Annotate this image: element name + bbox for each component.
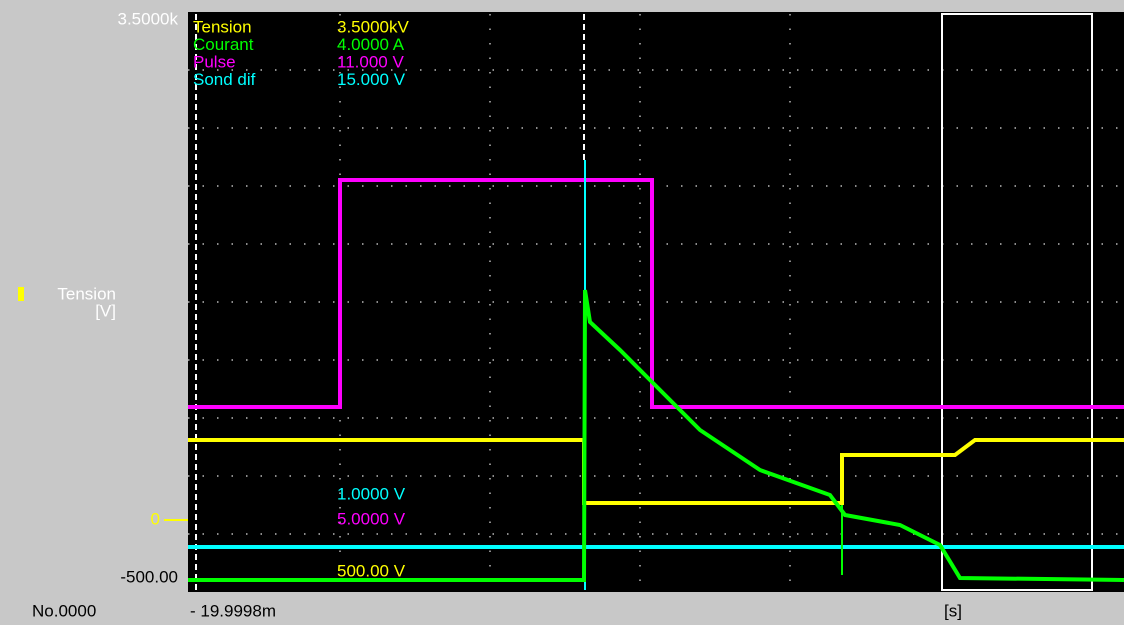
channel-marker	[18, 287, 24, 301]
trace-pulse	[188, 178, 1124, 409]
axis-zero: 0	[151, 509, 160, 528]
legend-name: Tension	[193, 17, 252, 36]
grid	[188, 14, 1124, 590]
offset-label: 5.0000 V	[337, 509, 406, 528]
legend-name: Sond dif	[193, 70, 256, 89]
legend-name: Pulse	[193, 52, 236, 71]
legend-scale: 4.0000 A	[337, 35, 405, 54]
selection-box	[941, 13, 1093, 591]
footer-start: - 19.9998m	[190, 601, 276, 620]
offset-label: 1.0000 V	[337, 484, 406, 503]
plot-area	[188, 12, 1124, 592]
footer-unit: [s]	[944, 601, 962, 620]
legend-scale: 15.000 V	[337, 70, 406, 89]
channel-name: Tension	[57, 284, 116, 303]
axis-top: 3.5000k	[118, 9, 179, 28]
footer-index: No.0000	[32, 601, 96, 620]
offset-label: 500.00 V	[337, 561, 406, 580]
legend-name: Courant	[193, 35, 254, 54]
trace-courant	[188, 289, 1124, 582]
legend-scale: 3.5000kV	[337, 17, 409, 36]
axis-bottom: -500.00	[120, 567, 178, 586]
legend-scale: 11.000 V	[337, 52, 404, 71]
channel-unit: [V]	[95, 301, 116, 320]
